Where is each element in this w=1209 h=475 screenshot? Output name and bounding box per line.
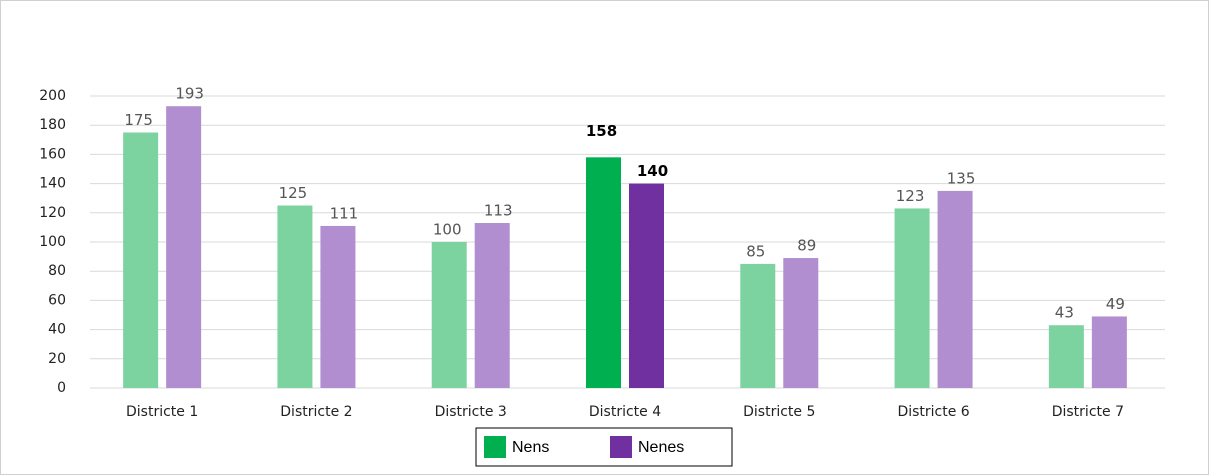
bar	[320, 225, 356, 388]
y-tick-label: 100	[39, 234, 66, 250]
legend-box	[475, 427, 733, 467]
bar	[277, 205, 313, 388]
bar	[1048, 325, 1084, 388]
bar	[894, 208, 930, 388]
value-label: 43	[1055, 304, 1074, 322]
value-label: 89	[797, 237, 816, 255]
legend-label: Nens	[512, 439, 549, 456]
bar	[474, 223, 510, 388]
value-label: 85	[746, 242, 765, 260]
legend-swatch	[484, 436, 506, 458]
y-tick-label: 180	[39, 117, 66, 133]
bar	[740, 263, 776, 388]
bar	[1091, 316, 1127, 388]
value-label: 111	[330, 204, 359, 222]
y-tick-label: 60	[48, 292, 66, 308]
value-label: 158	[586, 122, 617, 140]
value-label: 193	[175, 85, 204, 103]
y-tick-label: 40	[48, 322, 66, 338]
y-tick-label: 120	[39, 205, 66, 221]
x-tick-label: Districte 1	[126, 404, 198, 420]
y-tick-label: 160	[39, 146, 66, 162]
bar	[123, 132, 159, 388]
y-tick-label: 140	[39, 176, 66, 192]
value-label: 123	[896, 187, 925, 205]
value-label: 49	[1106, 295, 1125, 313]
x-tick-label: Districte 6	[897, 404, 969, 420]
value-label: 140	[637, 162, 668, 180]
x-tick-label: Districte 2	[280, 404, 352, 420]
value-label: 113	[484, 202, 513, 220]
legend-label: Nenes	[638, 439, 684, 456]
y-tick-label: 20	[48, 351, 66, 367]
legend-swatch	[610, 436, 632, 458]
x-tick-label: Districte 3	[435, 404, 507, 420]
y-tick-label: 200	[39, 88, 66, 104]
x-tick-label: Districte 7	[1052, 404, 1124, 420]
value-label: 100	[433, 221, 462, 239]
x-tick-label: Districte 4	[589, 404, 661, 420]
bar	[629, 183, 664, 388]
bar	[783, 258, 819, 388]
y-tick-label: 0	[57, 380, 66, 396]
bar	[431, 242, 467, 388]
value-label: 135	[947, 169, 976, 187]
value-label: 125	[279, 184, 308, 202]
x-tick-label: Districte 5	[743, 404, 815, 420]
bar	[586, 157, 621, 388]
bar	[166, 106, 202, 388]
bar	[937, 190, 973, 388]
value-label: 175	[124, 111, 153, 129]
y-tick-label: 80	[48, 263, 66, 279]
